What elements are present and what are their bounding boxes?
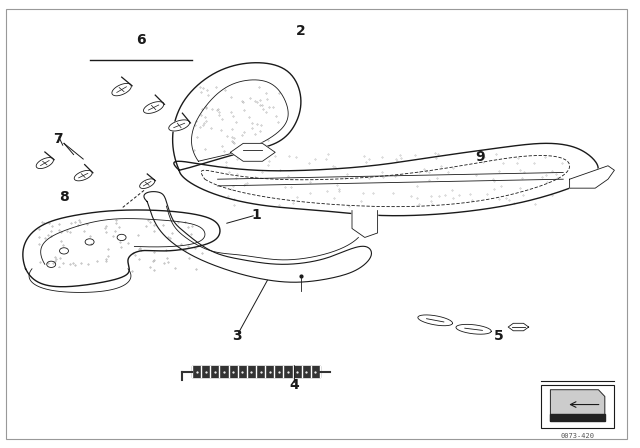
- Polygon shape: [352, 211, 378, 237]
- Polygon shape: [570, 166, 614, 188]
- Polygon shape: [143, 102, 164, 113]
- Polygon shape: [230, 143, 275, 161]
- Text: 3: 3: [232, 329, 242, 343]
- Text: 2: 2: [296, 24, 306, 39]
- Polygon shape: [173, 63, 301, 170]
- Text: 9: 9: [475, 150, 485, 164]
- Polygon shape: [550, 414, 605, 421]
- Text: 5: 5: [494, 329, 504, 343]
- Polygon shape: [174, 143, 598, 215]
- Polygon shape: [550, 390, 605, 421]
- Text: 0073-420: 0073-420: [561, 433, 595, 439]
- Text: 6: 6: [136, 33, 146, 47]
- Polygon shape: [144, 192, 371, 282]
- Text: 8: 8: [59, 190, 69, 204]
- Polygon shape: [112, 83, 131, 96]
- Text: 7: 7: [52, 132, 63, 146]
- Polygon shape: [36, 158, 53, 168]
- Polygon shape: [418, 315, 452, 326]
- Polygon shape: [169, 120, 189, 131]
- Polygon shape: [23, 210, 220, 287]
- Polygon shape: [29, 269, 131, 293]
- Polygon shape: [508, 323, 529, 331]
- Polygon shape: [74, 170, 92, 181]
- Text: 1: 1: [251, 208, 261, 222]
- Text: 4: 4: [289, 378, 300, 392]
- Polygon shape: [140, 179, 155, 189]
- Bar: [541, 385, 614, 428]
- Polygon shape: [456, 324, 492, 334]
